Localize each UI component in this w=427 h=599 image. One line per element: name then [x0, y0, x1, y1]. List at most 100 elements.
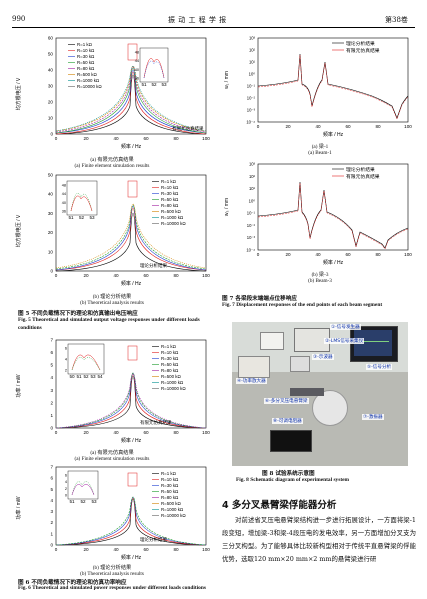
y-tick-label: 0 — [50, 269, 53, 274]
x-tick-label: 60 — [143, 430, 149, 435]
legend-entry: R=50 kΩ — [161, 197, 179, 202]
y-tick-label: 36 — [62, 210, 66, 214]
label-shaker: ⑦-激振器 — [362, 414, 384, 420]
y-tick-label: 5 — [50, 363, 53, 368]
fig6-caption-en: Fig. 6 Theoretical and simulated power r… — [18, 585, 206, 591]
legend-entry: R=50 kΩ — [161, 362, 179, 367]
label-resistor: ⑧-可调电阻器 — [272, 418, 303, 424]
fig6a-xlabel: 频率 / Hz — [121, 437, 142, 444]
y-tick-label: 10³ — [249, 36, 256, 41]
legend-entry: R=10000 kΩ — [161, 513, 186, 518]
fig5b-xlabel: 频率 / Hz — [121, 280, 142, 287]
fig6a-sub-en: (a) Finite element simulation results — [74, 456, 150, 462]
x-tick-label: 51 — [76, 374, 82, 379]
fig6-caption-zh: 图 6 不同负载情况下的理论和仿真功率响应 — [18, 580, 127, 586]
fig7a-legend-sim: 有限元仿真结果 — [346, 47, 380, 54]
y-tick-label: 1 — [50, 413, 53, 418]
y-tick-label: 40 — [48, 68, 54, 73]
fig6b-sub-zh: (b) 理论分析结果 — [92, 565, 132, 571]
y-tick-label: 48 — [62, 184, 66, 188]
legend-entry: R=50 kΩ — [161, 489, 179, 494]
fig7b-legend-sim: 有限元仿真结果 — [346, 173, 380, 180]
legend-entry: R=30 kΩ — [161, 356, 179, 361]
page-number: 990 — [12, 15, 26, 23]
y-tick-label: 40 — [62, 201, 66, 205]
y-tick-label: 30 — [48, 84, 54, 89]
fig5a-xlabel: 频率 / Hz — [121, 143, 142, 150]
fig6a-tag: 有限元仿真结果 — [140, 419, 172, 426]
y-tick-label: 10³ — [249, 162, 256, 167]
y-tick-label: 10 — [48, 116, 54, 121]
x-tick-label: 53 — [91, 499, 97, 504]
legend-entry: R=30 kΩ — [161, 483, 179, 488]
x-tick-label: 0 — [257, 252, 260, 257]
x-tick-label: 80 — [173, 273, 179, 278]
x-tick-label: 40 — [113, 547, 119, 552]
y-tick-label: 6 — [65, 347, 67, 351]
fig7a-xlabel: 频率 / Hz — [323, 131, 344, 138]
piezo-beam — [290, 388, 324, 396]
journal-name: 振 动 工 程 学 报 — [168, 16, 227, 24]
fig5-caption-zh: 图 5 不同负载情况下的理论和仿真输出电压响应 — [18, 311, 138, 317]
x-tick-label: 20 — [83, 547, 89, 552]
x-tick-label: 80 — [173, 430, 179, 435]
x-tick-label: 100 — [202, 273, 210, 278]
y-tick-label: 2 — [65, 487, 67, 491]
y-tick-label: 3 — [50, 509, 53, 514]
legend-entry: R=10 kΩ — [77, 48, 95, 53]
fig5a-legend: R=1 kΩR=10 kΩR=30 kΩR=50 kΩR=80 kΩR=500 … — [68, 42, 102, 89]
fig5b-legend: R=1 kΩR=10 kΩR=30 kΩR=50 kΩR=80 kΩR=500 … — [152, 179, 186, 226]
legend-entry: R=30 kΩ — [77, 54, 95, 59]
fig8-caption-zh: 图 8 试验系统示意图 — [262, 471, 315, 477]
fig5a-inset — [139, 47, 169, 83]
y-tick-label: 20 — [48, 230, 54, 235]
y-tick-label: 10² — [249, 48, 256, 53]
legend-entry: R=1000 kΩ — [161, 380, 184, 385]
x-tick-label: 53 — [90, 374, 96, 379]
legend-entry: R=500 kΩ — [161, 209, 181, 214]
x-tick-label: 80 — [375, 124, 381, 129]
x-tick-label: 51 — [141, 82, 147, 87]
legend-entry: R=1 kΩ — [161, 179, 177, 184]
x-tick-label: 20 — [83, 273, 89, 278]
x-tick-label: 40 — [113, 430, 119, 435]
fig7a-ylabel: w₁ / mm — [224, 71, 230, 89]
x-tick-label: 20 — [83, 430, 89, 435]
fig5a-plot: R=1 kΩR=10 kΩR=30 kΩR=50 kΩR=80 kΩR=500 … — [15, 36, 210, 151]
legend-entry: R=10000 kΩ — [77, 84, 102, 89]
x-tick-label: 40 — [315, 124, 321, 129]
y-tick-label: 10⁰ — [249, 72, 256, 77]
x-tick-label: 60 — [345, 252, 351, 257]
x-tick-label: 40 — [113, 273, 119, 278]
y-tick-label: 10⁻² — [247, 223, 256, 228]
fig5-caption-en: Fig. 5 Theoretical and simulated output … — [18, 317, 200, 331]
legend-entry: R=500 kΩ — [161, 374, 181, 379]
y-tick-label: 6 — [50, 350, 53, 355]
y-tick-label: 50 — [48, 52, 54, 57]
x-tick-label: 60 — [143, 273, 149, 278]
y-tick-label: 50 — [48, 173, 54, 178]
x-tick-label: 80 — [173, 547, 179, 552]
x-tick-label: 20 — [285, 124, 291, 129]
label-signal-analysis: ⑤-信号分析 — [366, 364, 393, 370]
x-tick-label: 53 — [89, 215, 95, 220]
x-tick-label: 51 — [68, 215, 74, 220]
x-tick-label: 0 — [55, 430, 58, 435]
y-tick-label: 30 — [48, 211, 54, 216]
y-tick-label: 10⁻⁴ — [246, 248, 255, 253]
x-tick-label: 0 — [55, 136, 58, 141]
fig6a-ylabel: 功率 / mW — [15, 374, 22, 397]
y-tick-label: 2 — [65, 369, 67, 373]
legend-entry: R=80 kΩ — [161, 368, 179, 373]
x-tick-label: 20 — [83, 136, 89, 141]
fig6b-tag: 理论分析结果 — [140, 536, 167, 543]
y-tick-label: 44 — [62, 192, 66, 196]
label-signal-generator: ①-信号发生器 — [330, 324, 361, 330]
y-tick-label: 10⁻⁴ — [246, 120, 255, 125]
section-4-title: 4 多分叉悬臂梁俘能器分析 — [222, 500, 337, 511]
x-tick-label: 100 — [202, 547, 210, 552]
oscilloscope — [290, 356, 310, 372]
legend-entry: R=500 kΩ — [77, 72, 97, 77]
legend-entry: R=80 kΩ — [161, 495, 179, 500]
legend-entry: R=10 kΩ — [161, 185, 179, 190]
